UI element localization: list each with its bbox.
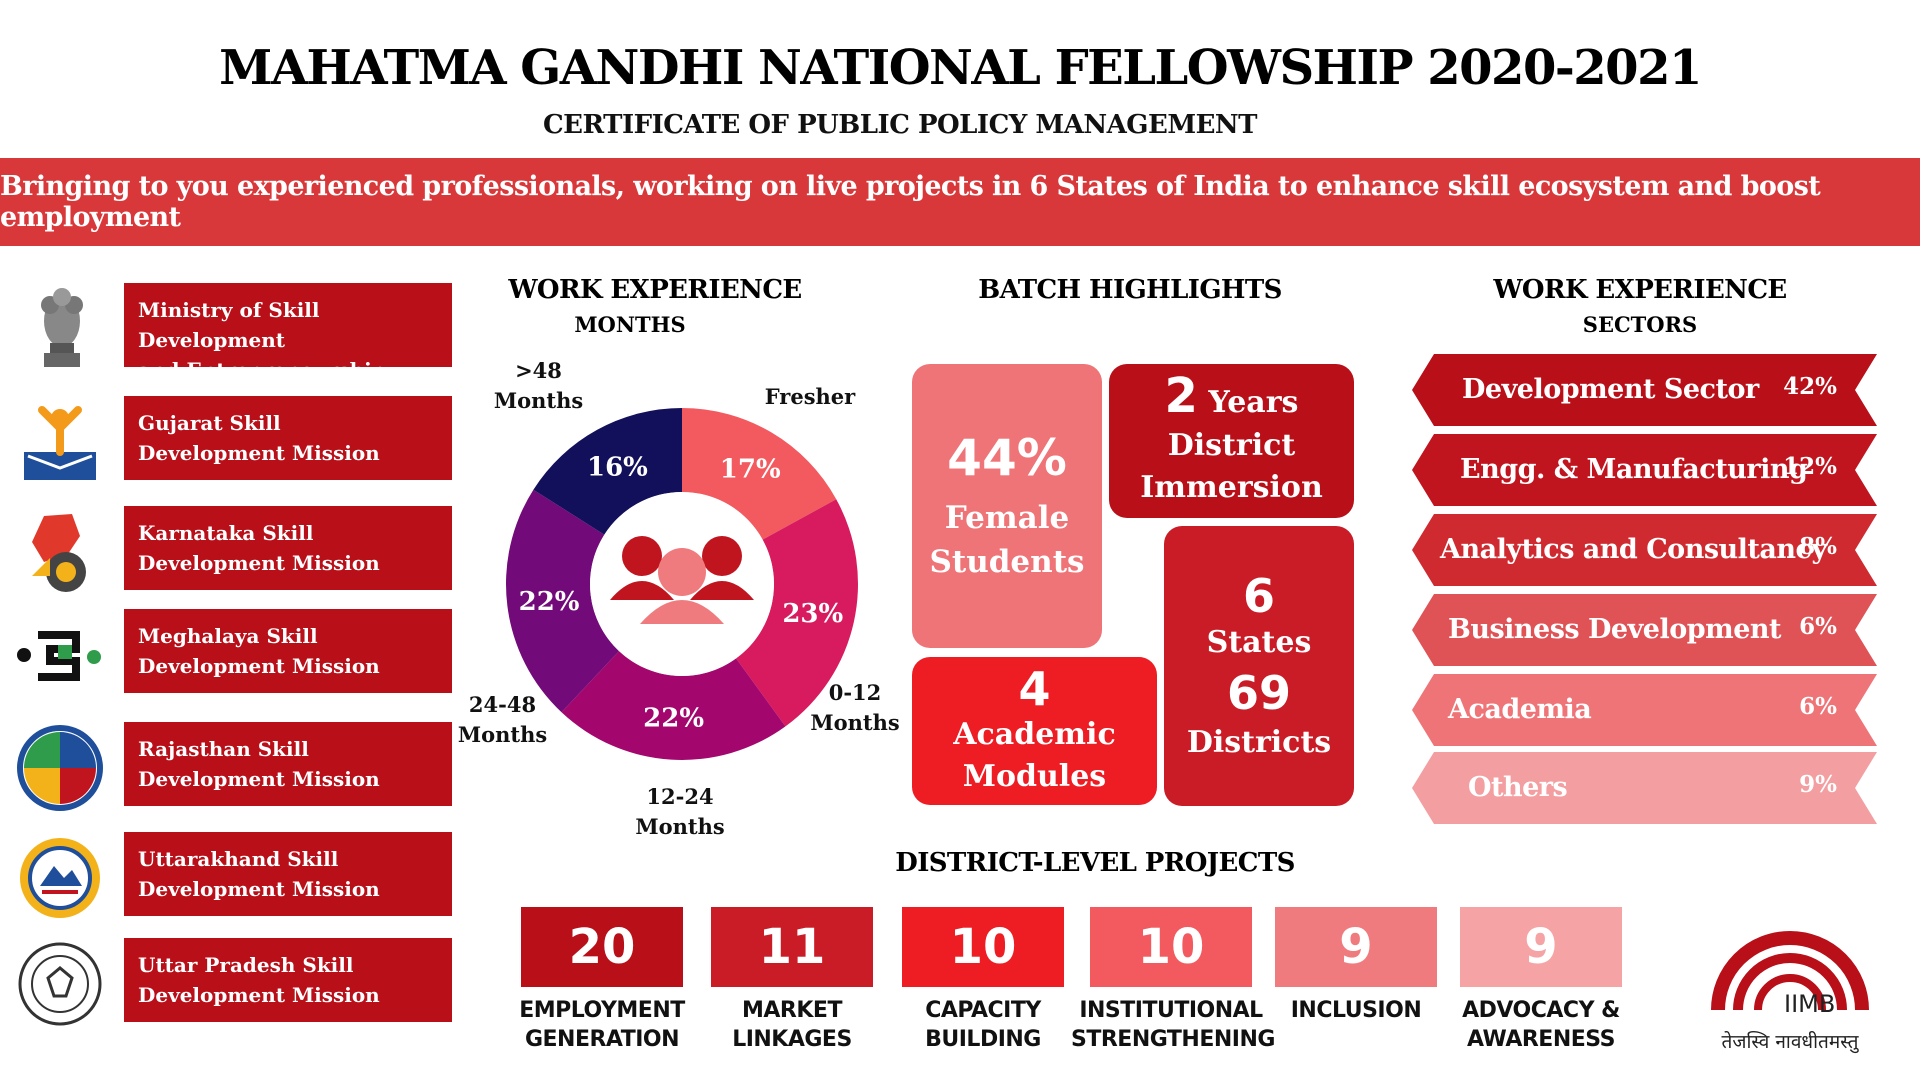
sector-name: Engg. & Manufacturing <box>1460 454 1808 485</box>
gujarat-mission-logo <box>24 406 96 480</box>
iimb-motto: तेजस्वि नावधीतमस्तु <box>1721 1031 1859 1053</box>
female-students-label: Female Students <box>929 500 1085 580</box>
states-districts-card: 6 States 69 Districts <box>1164 526 1354 806</box>
female-students-card: 44% Female Students <box>912 364 1102 648</box>
iimb-logo: IIMB तेजस्वि नावधीतमस्तु <box>1700 920 1880 1070</box>
project-label-advocacy: ADVOCACY & AWARENESS <box>1462 998 1620 1052</box>
sector-name: Analytics and Consultancy <box>1440 534 1827 565</box>
project-label-inclusion: INCLUSION <box>1290 998 1422 1023</box>
batch-highlights-heading: BATCH HIGHLIGHTS <box>978 275 1282 305</box>
project-count-institutional: 10 <box>1090 907 1252 987</box>
people-group-icon <box>610 536 754 624</box>
work-experience-sectors-heading: WORK EXPERIENCE <box>1493 275 1787 305</box>
uttar-pradesh-mission-logo <box>18 942 102 1026</box>
district-projects-heading: DISTRICT-LEVEL PROJECTS <box>895 848 1295 878</box>
districts-value: 69 <box>1226 666 1291 720</box>
work-experience-months-heading: WORK EXPERIENCE <box>508 275 802 305</box>
sector-name: Others <box>1468 772 1568 803</box>
mission-label: Uttarakhand Skill Development Mission <box>124 832 452 916</box>
mission-item-karnataka: Karnataka Skill Development Mission <box>0 506 460 592</box>
mission-label: Ministry of Skill Development and Entrep… <box>124 283 452 412</box>
mission-item-msde: Ministry of Skill Development and Entrep… <box>0 283 460 412</box>
donut-percent-label: 16% <box>587 453 648 483</box>
mission-item-meghalaya: Meghalaya Skill Development Mission <box>0 609 460 693</box>
sector-percent: 6% <box>1799 693 1837 720</box>
page-title: MAHATMA GANDHI NATIONAL FELLOWSHIP 2020-… <box>219 40 1702 96</box>
sector-item: Analytics and Consultancy 8% <box>1412 514 1877 586</box>
work-experience-sectors-subheading: SECTORS <box>1582 312 1698 337</box>
donut-label-0-12: 0-12 Months <box>810 680 900 735</box>
iimb-sun-icon: IIMB <box>1711 931 1869 1018</box>
national-emblem-icon <box>41 288 83 367</box>
modules-value: 4 <box>1018 662 1051 716</box>
project-label-employment: EMPLOYMENT GENERATION <box>519 998 685 1052</box>
donut-label-fresher: Fresher <box>764 384 856 409</box>
mission-label: Uttar Pradesh Skill Development Mission <box>124 938 452 1022</box>
academic-modules-card: 4 Academic Modules <box>912 657 1157 805</box>
banner: Bringing to you experienced professional… <box>0 158 1920 246</box>
donut-percent-label: 22% <box>643 704 704 734</box>
sector-item: Engg. & Manufacturing 12% <box>1412 434 1877 506</box>
project-count-advocacy: 9 <box>1460 907 1622 987</box>
karnataka-mission-logo <box>32 514 86 592</box>
donut-label-48plus: >48 Months <box>493 358 584 413</box>
states-label: States <box>1206 625 1312 660</box>
project-count-capacity: 10 <box>902 907 1064 987</box>
sector-item: Others 9% <box>1412 752 1877 824</box>
sector-percent: 6% <box>1799 613 1837 640</box>
mission-item-gujarat: Gujarat Skill Development Mission <box>0 396 460 480</box>
donut-percent-label: 17% <box>720 455 781 485</box>
project-label-capacity: CAPACITY BUILDING <box>925 998 1041 1052</box>
project-label-market: MARKET LINKAGES <box>732 998 852 1052</box>
donut-segment <box>533 408 682 535</box>
districts-label: Districts <box>1186 725 1332 760</box>
sector-name: Development Sector <box>1462 374 1759 405</box>
sector-item: Business Development 6% <box>1412 594 1877 666</box>
immersion-label: District Immersion <box>1140 427 1323 505</box>
district-immersion-card: 2 Years District Immersion <box>1109 364 1354 518</box>
sector-percent: 12% <box>1783 453 1837 480</box>
states-value: 6 <box>1242 569 1275 623</box>
donut-segment <box>682 408 837 540</box>
sector-name: Business Development <box>1448 614 1781 645</box>
work-experience-months-subheading: MONTHS <box>574 312 686 337</box>
rajasthan-mission-logo <box>17 725 103 811</box>
donut-segment <box>736 499 858 727</box>
donut-segment <box>506 489 620 713</box>
modules-label: Academic Modules <box>953 717 1116 794</box>
project-label-institutional: INSTITUTIONAL STRENGTHENING <box>1071 998 1275 1052</box>
immersion-value-line: 2 Years <box>1165 372 1299 425</box>
mission-label: Gujarat Skill Development Mission <box>124 396 452 480</box>
meghalaya-mission-logo <box>17 631 101 681</box>
donut-segment <box>561 651 786 760</box>
mission-item-uttar-pradesh: Uttar Pradesh Skill Development Mission <box>0 938 460 1026</box>
mission-label: Meghalaya Skill Development Mission <box>124 609 452 693</box>
immersion-unit: Years <box>1208 384 1299 420</box>
mission-label: Rajasthan Skill Development Mission <box>124 722 452 806</box>
mission-label: Karnataka Skill Development Mission <box>124 506 452 590</box>
donut-percent-label: 23% <box>782 599 843 629</box>
sector-item: Development Sector 42% <box>1412 354 1877 426</box>
donut-label-24-48: 24-48 Months <box>457 692 548 747</box>
sector-percent: 9% <box>1799 771 1837 798</box>
project-count-inclusion: 9 <box>1275 907 1437 987</box>
project-count-market: 11 <box>711 907 873 987</box>
sector-percent: 8% <box>1799 533 1837 560</box>
mission-item-uttarakhand: Uttarakhand Skill Development Mission <box>0 832 460 918</box>
donut-percent-label: 22% <box>519 587 580 617</box>
female-students-value: 44% <box>947 429 1067 487</box>
mission-item-rajasthan: Rajasthan Skill Development Mission <box>0 722 460 811</box>
iimb-name: IIMB <box>1784 990 1835 1018</box>
project-count-employment: 20 <box>521 907 683 987</box>
banner-text: Bringing to you experienced professional… <box>0 171 1821 233</box>
page-subtitle: CERTIFICATE OF PUBLIC POLICY MANAGEMENT <box>542 110 1258 140</box>
donut-label-12-24: 12-24 Months <box>635 784 725 839</box>
immersion-value: 2 <box>1164 367 1198 424</box>
sector-item: Academia 6% <box>1412 674 1877 746</box>
sector-name: Academia <box>1448 694 1592 725</box>
work-experience-donut: 17% 23% 22% 22% 16% <box>506 408 858 760</box>
uttarakhand-mission-logo <box>20 838 100 918</box>
sector-percent: 42% <box>1783 373 1837 400</box>
